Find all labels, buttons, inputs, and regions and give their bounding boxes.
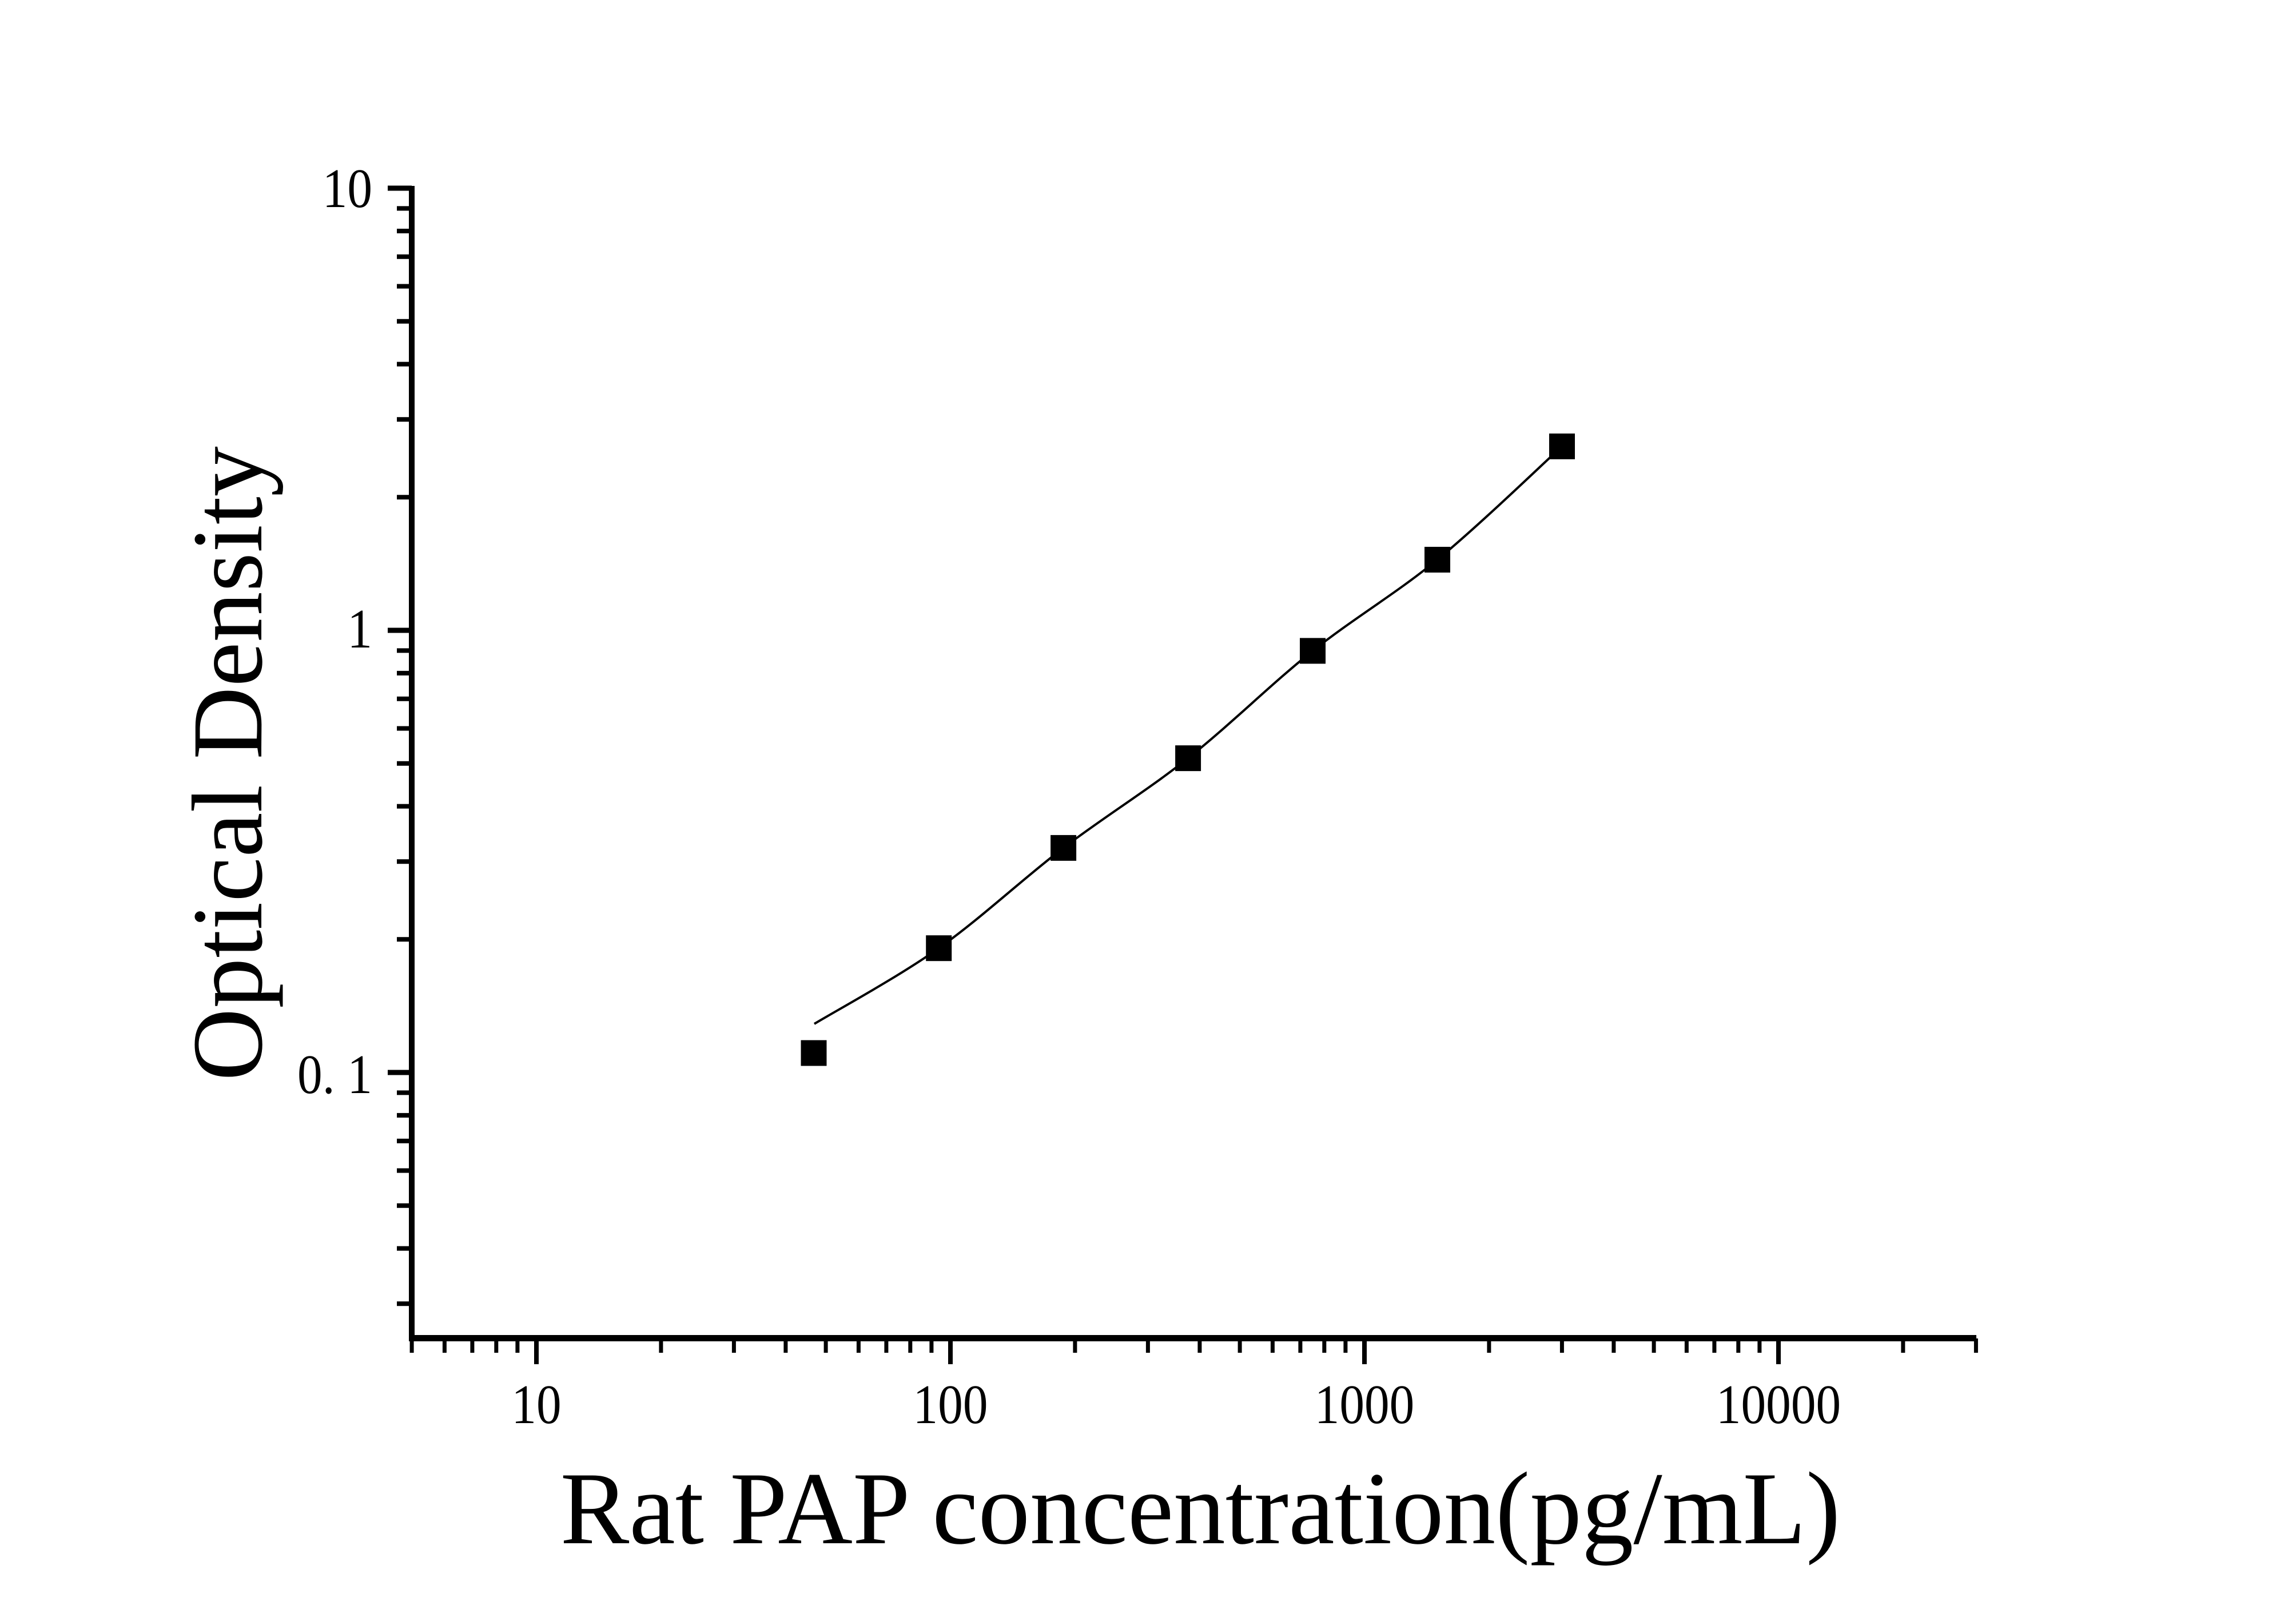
svg-text:1000: 1000 [1315, 1374, 1415, 1435]
svg-text:10: 10 [323, 158, 372, 219]
svg-text:Rat PAP concentration(pg/mL): Rat PAP concentration(pg/mL) [560, 1452, 1841, 1566]
svg-text:1: 1 [347, 598, 372, 660]
svg-text:10: 10 [511, 1374, 561, 1435]
svg-text:0. 1: 0. 1 [297, 1044, 372, 1105]
svg-text:10000: 10000 [1716, 1374, 1841, 1435]
svg-text:Optical Density: Optical Density [172, 446, 284, 1081]
svg-text:100: 100 [913, 1374, 988, 1435]
